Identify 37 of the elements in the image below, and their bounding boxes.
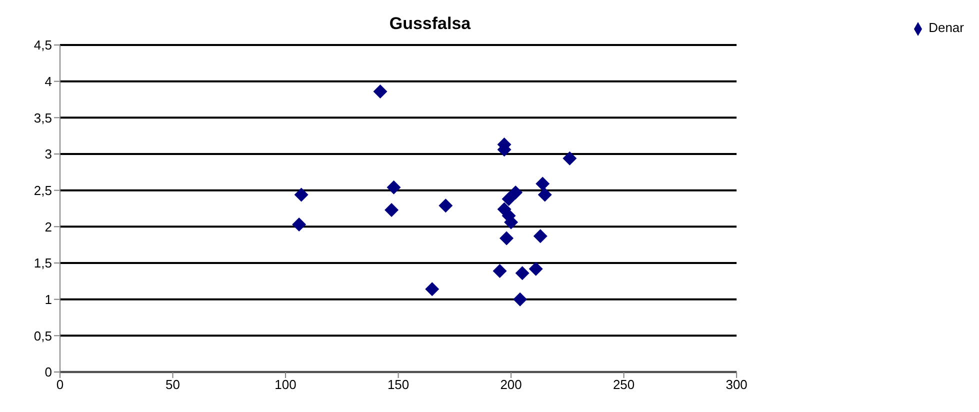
y-tick-label: 3,5 [34,110,52,126]
x-tick-label: 250 [612,377,635,392]
x-tick-label: 50 [166,377,180,392]
point [515,266,530,280]
point [538,188,552,202]
point [492,264,507,278]
point [528,262,543,276]
y-tick-label: 1,5 [34,256,52,271]
y-tick-label: 4,5 [34,38,52,53]
point [373,84,388,99]
x-tick-label: 300 [726,377,748,392]
point [384,202,399,217]
chart-title: Gussfalsa [388,14,472,34]
point [292,217,306,232]
point [533,229,548,244]
y-tick-label: 2 [44,219,52,234]
y-tick-label: 1 [44,292,52,307]
point [386,180,401,194]
legend-label: Denar [928,20,964,35]
point [500,231,514,246]
y-tick-label: 4 [44,74,52,89]
y-tick-label: 2,5 [34,182,52,198]
point [513,292,528,306]
y-tick-label: 0 [44,364,52,380]
point [425,282,440,296]
x-tick-label: 150 [387,377,410,392]
point [502,192,516,206]
y-tick-label: 0,5 [34,328,52,344]
point [562,151,577,166]
point [536,176,550,191]
point [508,186,523,200]
point [438,198,453,213]
x-tick-label: 0 [56,377,64,392]
point [294,188,308,202]
x-tick-label: 200 [500,377,522,392]
y-tick-label: 3 [44,146,52,162]
x-tick-label: 100 [274,377,296,392]
